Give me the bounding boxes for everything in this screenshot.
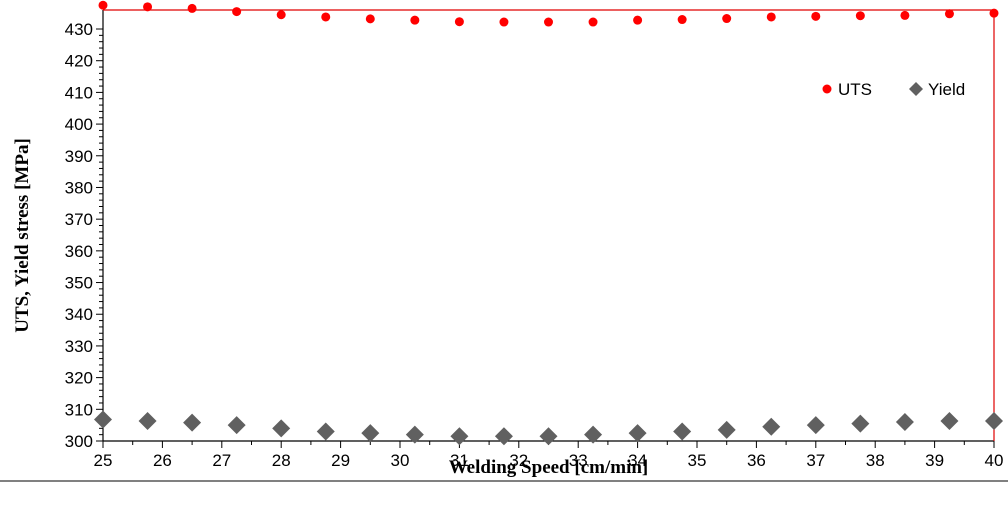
yield-point	[539, 427, 558, 446]
x-tick-label: 32	[509, 451, 528, 470]
uts-point	[98, 0, 108, 10]
y-tick-label: 340	[65, 305, 93, 324]
yield-point	[628, 424, 647, 443]
x-tick-label: 36	[747, 451, 766, 470]
x-tick-label: 34	[628, 451, 647, 470]
y-tick-label: 310	[65, 400, 93, 419]
yield-point	[673, 422, 692, 441]
x-tick-label: 33	[569, 451, 588, 470]
yield-point	[494, 427, 513, 446]
yield-point	[895, 412, 914, 431]
x-tick-label: 40	[985, 451, 1004, 470]
yield-point	[762, 417, 781, 436]
uts-point	[855, 11, 865, 21]
uts-point	[232, 7, 242, 17]
yield-point	[227, 416, 246, 435]
y-tick-label: 360	[65, 242, 93, 261]
uts-point	[410, 15, 420, 25]
yield-point	[316, 422, 335, 441]
uts-point	[321, 12, 331, 22]
uts-point	[588, 17, 598, 27]
data-marks	[94, 0, 1003, 446]
legend-yield-marker	[909, 82, 923, 96]
y-tick-label: 420	[65, 52, 93, 71]
x-tick-label: 39	[925, 451, 944, 470]
yield-point	[272, 419, 291, 438]
yield-point	[183, 413, 202, 432]
uts-point	[633, 15, 643, 25]
uts-point	[187, 3, 197, 13]
legend-uts-marker	[822, 84, 832, 94]
yield-point	[450, 427, 469, 446]
uts-point	[677, 15, 687, 25]
uts-point	[454, 17, 464, 27]
y-tick-label: 390	[65, 147, 93, 166]
x-tick-label: 38	[866, 451, 885, 470]
uts-point	[900, 10, 910, 20]
y-tick-label: 410	[65, 83, 93, 102]
y-tick-label: 320	[65, 369, 93, 388]
uts-point	[722, 14, 732, 24]
yield-point	[717, 420, 736, 439]
uts-point	[989, 8, 999, 18]
uts-point	[944, 9, 954, 19]
x-tick-label: 26	[153, 451, 172, 470]
x-axis-title: Welding Speed [cm/min]	[449, 457, 649, 478]
yield-point	[985, 412, 1003, 431]
y-tick-label: 430	[65, 20, 93, 39]
y-tick-label: 380	[65, 178, 93, 197]
y-tick-label: 330	[65, 337, 93, 356]
yield-point	[806, 416, 825, 435]
axes: 300 310 320 330 340 350 360 370 380 390 400 410 420 4…	[0, 9, 1008, 482]
y-axis-title: UTS, Yield stress [MPa]	[12, 138, 33, 333]
y-tick-label: 400	[65, 115, 93, 134]
x-tick-label: 31	[450, 451, 469, 470]
yield-point	[405, 425, 424, 444]
uts-point	[365, 14, 375, 24]
yield-point	[361, 424, 380, 443]
x-tick-label: 37	[806, 451, 825, 470]
legend-uts-label: UTS	[838, 80, 872, 99]
x-tick-label: 35	[688, 451, 707, 470]
uts-point	[276, 10, 286, 20]
yield-point	[851, 414, 870, 433]
legend: UTS Yield	[822, 80, 965, 99]
uts-point	[143, 2, 153, 12]
yield-point	[94, 410, 112, 429]
uts-point	[544, 17, 553, 27]
uts-point	[766, 12, 776, 22]
x-tick-label: 30	[391, 451, 410, 470]
y-tick-label: 350	[65, 274, 93, 293]
yield-point	[940, 412, 959, 431]
y-tick-label: 370	[65, 210, 93, 229]
x-tick-label: 27	[212, 451, 231, 470]
y-tick-label: 300	[65, 432, 93, 451]
uts-point	[499, 17, 509, 27]
x-tick-label: 25	[94, 451, 113, 470]
x-tick-label: 29	[331, 451, 350, 470]
uts-point	[811, 11, 821, 21]
x-tick-label: 28	[272, 451, 291, 470]
legend-yield-label: Yield	[928, 80, 965, 99]
yield-point	[138, 412, 157, 431]
yield-point	[584, 425, 603, 444]
